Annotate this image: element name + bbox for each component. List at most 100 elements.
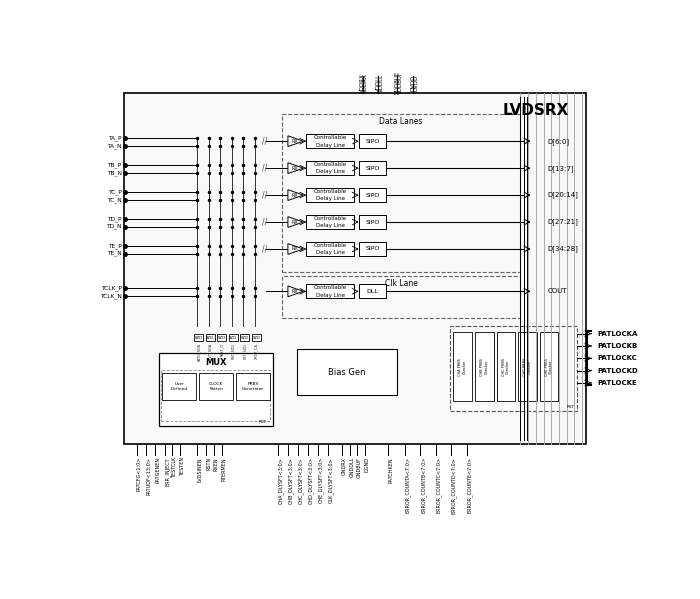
FancyBboxPatch shape	[229, 334, 238, 341]
FancyBboxPatch shape	[307, 285, 354, 298]
Text: RX: RX	[291, 219, 298, 225]
Text: GNDDLL: GNDDLL	[349, 457, 354, 477]
Text: D[34:28]: D[34:28]	[547, 246, 578, 252]
Text: PATLOCKA: PATLOCKA	[598, 331, 638, 337]
FancyBboxPatch shape	[206, 334, 215, 341]
FancyBboxPatch shape	[358, 215, 386, 229]
Text: PATLOCKB: PATLOCKB	[598, 343, 638, 349]
Polygon shape	[288, 136, 303, 147]
Text: PATUDF<13:0>: PATUDF<13:0>	[146, 457, 151, 495]
Text: COUT: COUT	[547, 288, 567, 294]
Text: DVDD: DVDD	[410, 74, 415, 91]
Text: RX: RX	[291, 193, 298, 198]
Text: PATLOCKE: PATLOCKE	[598, 380, 637, 386]
Text: SIPO: SIPO	[365, 219, 380, 225]
Text: TD_P: TD_P	[107, 216, 122, 222]
Text: Controllable: Controllable	[314, 135, 346, 140]
Text: Delay Line: Delay Line	[316, 223, 345, 228]
Text: RX: RX	[291, 166, 298, 171]
Text: EXT_SZD: EXT_SZD	[243, 343, 247, 359]
Text: CHA_DLYSFT<3:0>: CHA_DLYSFT<3:0>	[278, 457, 284, 504]
Text: Delay Line: Delay Line	[316, 143, 345, 147]
Text: RX: RX	[291, 139, 298, 144]
Text: ERROR_COUNTA<7:0>: ERROR_COUNTA<7:0>	[405, 457, 411, 513]
Polygon shape	[288, 244, 303, 255]
FancyBboxPatch shape	[358, 242, 386, 256]
Text: SIPO: SIPO	[365, 139, 380, 144]
Text: //: //	[262, 137, 267, 146]
Text: D[6:0]: D[6:0]	[547, 138, 570, 144]
Text: CHE_DLYSFT<3:0>: CHE_DLYSFT<3:0>	[318, 457, 323, 503]
Text: ERROR_COUNTB<7:0>: ERROR_COUNTB<7:0>	[420, 457, 426, 513]
Text: D[20:14]: D[20:14]	[547, 192, 578, 198]
Text: SZD: SZD	[252, 335, 260, 340]
Text: PAST_D: PAST_D	[220, 343, 224, 356]
Text: CHD PRBS
Checker: CHD PRBS Checker	[523, 358, 532, 376]
Text: PATGENEN: PATGENEN	[155, 457, 160, 483]
Text: DGND: DGND	[365, 457, 370, 472]
Text: TE_P: TE_P	[108, 243, 122, 249]
Text: Delay Line: Delay Line	[316, 293, 345, 298]
Text: VDDBUF: VDDBUF	[395, 71, 400, 94]
Text: RX: RX	[291, 246, 298, 252]
Text: RST_SZD: RST_SZD	[231, 343, 235, 359]
FancyBboxPatch shape	[307, 188, 354, 202]
FancyBboxPatch shape	[217, 334, 226, 341]
FancyBboxPatch shape	[252, 334, 261, 341]
Text: Clk Lane: Clk Lane	[385, 279, 417, 288]
FancyBboxPatch shape	[158, 353, 272, 426]
Text: RTERMEN: RTERMEN	[222, 457, 227, 480]
Text: Bias Gen: Bias Gen	[328, 368, 366, 377]
FancyBboxPatch shape	[358, 188, 386, 202]
Text: RST: RST	[566, 405, 574, 409]
Text: DLL: DLL	[367, 289, 379, 294]
Text: SIPO: SIPO	[365, 246, 380, 252]
FancyBboxPatch shape	[307, 242, 354, 256]
Text: SZD: SZD	[206, 335, 214, 340]
FancyBboxPatch shape	[475, 332, 493, 401]
Text: XRST_CA: XRST_CA	[254, 343, 258, 359]
Text: CHC_DLYSFT<3:0>: CHC_DLYSFT<3:0>	[298, 457, 304, 504]
Text: SIPO: SIPO	[365, 166, 380, 171]
Text: RSTN: RSTN	[206, 457, 211, 470]
Text: TC_N: TC_N	[107, 197, 122, 202]
Text: TESTEN: TESTEN	[180, 457, 185, 476]
Text: GNDRX: GNDRX	[342, 457, 346, 475]
FancyBboxPatch shape	[307, 215, 354, 229]
Text: Data Lanes: Data Lanes	[379, 117, 423, 126]
Text: TCLK_N: TCLK_N	[99, 293, 122, 299]
Text: D[13:7]: D[13:7]	[547, 165, 574, 171]
Text: TA_N: TA_N	[107, 143, 122, 149]
Text: TD_N: TD_N	[106, 224, 122, 229]
Text: ERROR_COUNTE<7:0>: ERROR_COUNTE<7:0>	[466, 457, 473, 513]
Text: D[27:21]: D[27:21]	[547, 219, 578, 225]
Text: CHB PRBS
Checker: CHB PRBS Checker	[480, 358, 489, 376]
Text: //: //	[262, 190, 267, 199]
Text: //: //	[262, 164, 267, 173]
Text: CLOCK
Patten: CLOCK Patten	[209, 382, 223, 391]
Text: ERR_INJECT: ERR_INJECT	[164, 457, 170, 486]
FancyBboxPatch shape	[240, 334, 249, 341]
Text: CHA PRBS
Checker: CHA PRBS Checker	[458, 358, 467, 376]
Text: VDDBUF: VDDBUF	[398, 71, 403, 94]
FancyBboxPatch shape	[237, 373, 270, 400]
Polygon shape	[288, 163, 303, 174]
Text: TA_P: TA_P	[108, 135, 122, 141]
Text: PATLOCKD: PATLOCKD	[598, 368, 638, 374]
FancyBboxPatch shape	[358, 285, 386, 298]
Text: ERROR_COUNTC<7:0>: ERROR_COUNTC<7:0>	[435, 457, 442, 513]
FancyBboxPatch shape	[124, 93, 586, 444]
FancyBboxPatch shape	[162, 373, 196, 400]
Text: VDDLL: VDDLL	[379, 74, 384, 92]
Text: RST: RST	[258, 420, 266, 424]
Text: SZD: SZD	[241, 335, 249, 340]
Text: Delay Line: Delay Line	[316, 170, 345, 174]
Text: TB_P: TB_P	[108, 162, 122, 168]
Text: SZD: SZD	[195, 335, 203, 340]
Text: ERROR_COUNTD<7:0>: ERROR_COUNTD<7:0>	[452, 457, 457, 513]
Text: CHC PRBS
Checker: CHC PRBS Checker	[501, 358, 510, 376]
Text: LVDSRX: LVDSRX	[503, 103, 569, 118]
Text: MUX: MUX	[205, 358, 226, 367]
Text: Delay Line: Delay Line	[316, 250, 345, 255]
Text: //: //	[262, 244, 267, 253]
